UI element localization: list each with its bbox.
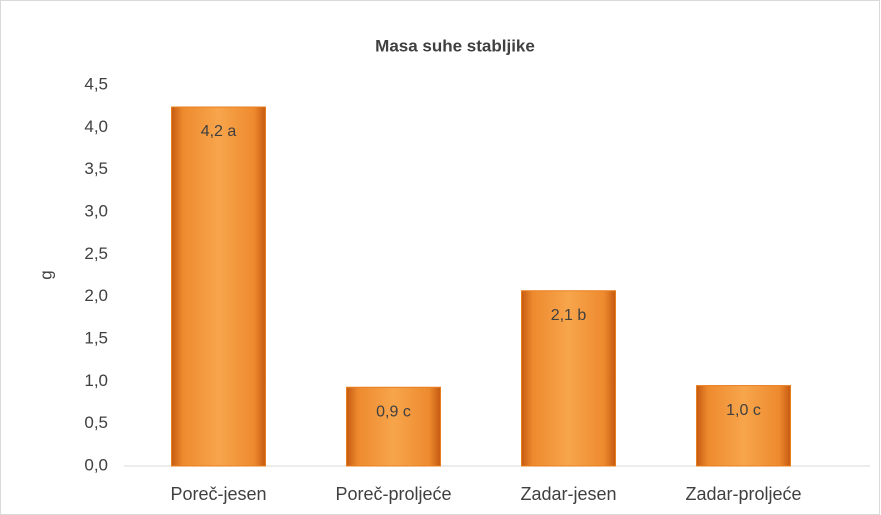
- x-tick-label: Poreč-proljeće: [335, 484, 451, 504]
- data-label: 1,0 c: [726, 402, 761, 419]
- chart-title: Masa suhe stabljike: [375, 36, 535, 55]
- data-label: 0,9 c: [376, 403, 411, 420]
- y-tick-label: 2,5: [84, 244, 108, 263]
- y-tick-label: 1,0: [84, 371, 108, 390]
- bar: [171, 106, 266, 467]
- y-tick-label: 0,5: [84, 413, 108, 432]
- x-tick-label: Zadar-jesen: [520, 484, 616, 504]
- y-tick-label: 4,0: [84, 117, 108, 136]
- data-label: 4,2 a: [201, 123, 237, 140]
- y-tick-label: 3,0: [84, 201, 108, 220]
- y-tick-label: 4,5: [84, 74, 108, 93]
- bar: [521, 290, 616, 467]
- y-tick-label: 2,0: [84, 286, 108, 305]
- y-tick-label: 3,5: [84, 159, 108, 178]
- bar: [696, 385, 791, 467]
- bar: [346, 386, 441, 467]
- y-tick-label: 1,5: [84, 328, 108, 347]
- y-axis-label: g: [36, 270, 55, 279]
- x-tick-label: Poreč-jesen: [170, 484, 266, 504]
- x-tick-label: Zadar-proljeće: [685, 484, 801, 504]
- data-label: 2,1 b: [551, 307, 587, 324]
- y-tick-label: 0,0: [84, 455, 108, 474]
